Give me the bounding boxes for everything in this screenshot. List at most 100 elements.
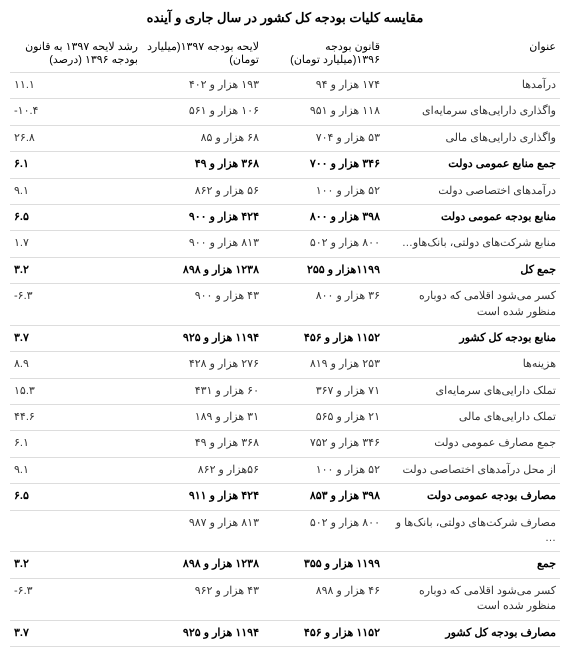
cell-law1396: ۳۹۸ هزار و ۸۵۳ bbox=[263, 484, 384, 510]
cell-law1396: ۷۱ هزار و ۳۶۷ bbox=[263, 378, 384, 404]
cell-growth: -۶.۳ bbox=[10, 578, 142, 620]
table-row: درآمدها۱۷۴ هزار و ۹۴۱۹۳ هزار و ۴۰۲۱۱.۱ bbox=[10, 73, 560, 99]
cell-bill1397: ۱۲۳۸ هزار و ۸۹۸ bbox=[142, 552, 263, 578]
cell-bill1397: ۶۰ هزار و ۴۳۱ bbox=[142, 378, 263, 404]
cell-growth bbox=[10, 510, 142, 552]
cell-law1396: ۳۴۶ هزار و ۷۵۲ bbox=[263, 431, 384, 457]
cell-growth: -۶.۳ bbox=[10, 284, 142, 326]
cell-title: جمع منابع عمومی دولت bbox=[384, 152, 560, 178]
cell-title: جمع مصارف عمومی دولت bbox=[384, 431, 560, 457]
table-row: از محل درآمدهای اختصاصی دولت۵۲ هزار و ۱۰… bbox=[10, 457, 560, 483]
cell-bill1397: ۱۰۶ هزار و ۵۶۱ bbox=[142, 99, 263, 125]
cell-growth: ۱۱.۱ bbox=[10, 73, 142, 99]
cell-growth: ۶.۵ bbox=[10, 204, 142, 230]
cell-bill1397: ۱۲۳۸ هزار و ۸۹۸ bbox=[142, 257, 263, 283]
cell-title: کسر می‌شود اقلامی که دوباره منظور شده اس… bbox=[384, 284, 560, 326]
cell-growth: ۹.۱ bbox=[10, 457, 142, 483]
col-header-law1396: قانون بودجه ۱۳۹۶(میلیارد تومان) bbox=[263, 34, 384, 73]
cell-title: منابع بودجه عمومی دولت bbox=[384, 204, 560, 230]
table-row: منابع بودجه کل کشور۱۱۵۲ هزار و ۴۵۶۱۱۹۴ ه… bbox=[10, 325, 560, 351]
table-row: جمع کل۱۱۹۹هزار و ۲۵۵۱۲۳۸ هزار و ۸۹۸۳.۲ bbox=[10, 257, 560, 283]
cell-bill1397: ۱۹۳ هزار و ۴۰۲ bbox=[142, 73, 263, 99]
cell-title: کسر می‌شود اقلامی که دوباره منظور شده اس… bbox=[384, 578, 560, 620]
table-row: کسر می‌شود اقلامی که دوباره منظور شده اس… bbox=[10, 578, 560, 620]
cell-law1396: ۱۱۹۹هزار و ۲۵۵ bbox=[263, 257, 384, 283]
cell-title: درآمدهای اختصاصی دولت bbox=[384, 178, 560, 204]
cell-title: هزینه‌ها bbox=[384, 352, 560, 378]
table-row: هزینه‌ها۲۵۳ هزار و ۸۱۹۲۷۶ هزار و ۴۲۸۸.۹ bbox=[10, 352, 560, 378]
cell-growth: -۱۰.۴ bbox=[10, 99, 142, 125]
cell-growth: ۳.۲ bbox=[10, 552, 142, 578]
cell-title: مصارف بودجه عمومی دولت bbox=[384, 484, 560, 510]
cell-bill1397: ۳۱ هزار و ۱۸۹ bbox=[142, 405, 263, 431]
table-row: تملک دارایی‌های مالی۲۱ هزار و ۵۶۵۳۱ هزار… bbox=[10, 405, 560, 431]
cell-growth: ۶.۱ bbox=[10, 152, 142, 178]
cell-law1396: ۲۱ هزار و ۵۶۵ bbox=[263, 405, 384, 431]
cell-growth: ۶.۵ bbox=[10, 484, 142, 510]
cell-bill1397: ۴۲۴ هزار و ۹۱۱ bbox=[142, 484, 263, 510]
col-header-bill1397: لایحه بودجه ۱۳۹۷(میلیارد تومان) bbox=[142, 34, 263, 73]
col-header-growth: رشد لایحه ۱۳۹۷ به قانون بودجه ۱۳۹۶ (درصد… bbox=[10, 34, 142, 73]
cell-law1396: ۱۱۹۹ هزار و ۳۵۵ bbox=[263, 552, 384, 578]
cell-growth: ۶.۱ bbox=[10, 431, 142, 457]
table-header-row: عنوان قانون بودجه ۱۳۹۶(میلیارد تومان) لا… bbox=[10, 34, 560, 73]
cell-law1396: ۱۱۸ هزار و ۹۵۱ bbox=[263, 99, 384, 125]
cell-title: تملک دارایی‌های مالی bbox=[384, 405, 560, 431]
cell-title: از محل درآمدهای اختصاصی دولت bbox=[384, 457, 560, 483]
cell-law1396: ۳۴۶ هزار و ۷۰۰ bbox=[263, 152, 384, 178]
table-row: مصارف بودجه کل کشور۱۱۵۲ هزار و ۴۵۶۱۱۹۴ ه… bbox=[10, 620, 560, 646]
cell-bill1397: ۸۱۳ هزار و ۹۸۷ bbox=[142, 510, 263, 552]
cell-law1396: ۴۶ هزار و ۸۹۸ bbox=[263, 578, 384, 620]
cell-title: تملک دارایی‌های سرمایه‌ای bbox=[384, 378, 560, 404]
cell-law1396: ۵۳ هزار و ۷۰۴ bbox=[263, 125, 384, 151]
cell-bill1397: ۳۶۸ هزار و ۴۹ bbox=[142, 431, 263, 457]
cell-growth: ۳.۷ bbox=[10, 325, 142, 351]
cell-bill1397: ۴۲۴ هزار و ۹۰۰ bbox=[142, 204, 263, 230]
table-row: جمع مصارف عمومی دولت۳۴۶ هزار و ۷۵۲۳۶۸ هز… bbox=[10, 431, 560, 457]
cell-bill1397: ۳۶۸ هزار و ۴۹ bbox=[142, 152, 263, 178]
cell-bill1397: ۸۱۳ هزار و ۹۰۰ bbox=[142, 231, 263, 257]
cell-law1396: ۱۱۵۲ هزار و ۴۵۶ bbox=[263, 325, 384, 351]
cell-bill1397: ۵۶ هزار و ۸۶۲ bbox=[142, 178, 263, 204]
cell-bill1397: ۴۳ هزار و ۹۶۲ bbox=[142, 578, 263, 620]
cell-growth: ۱.۷ bbox=[10, 231, 142, 257]
table-row: درآمدهای اختصاصی دولت۵۲ هزار و ۱۰۰۵۶ هزا… bbox=[10, 178, 560, 204]
table-row: مصارف بودجه عمومی دولت۳۹۸ هزار و ۸۵۳۴۲۴ … bbox=[10, 484, 560, 510]
cell-growth: ۴۴.۶ bbox=[10, 405, 142, 431]
cell-law1396: ۸۰۰ هزار و ۵۰۲ bbox=[263, 510, 384, 552]
cell-title: درآمدها bbox=[384, 73, 560, 99]
cell-law1396: ۲۵۳ هزار و ۸۱۹ bbox=[263, 352, 384, 378]
cell-growth: ۳.۷ bbox=[10, 620, 142, 646]
cell-law1396: ۱۱۵۲ هزار و ۴۵۶ bbox=[263, 620, 384, 646]
cell-title: منابع بودجه کل کشور bbox=[384, 325, 560, 351]
cell-bill1397: ۵۶هزار و ۸۶۲ bbox=[142, 457, 263, 483]
table-row: واگذاری دارایی‌های سرمایه‌ای۱۱۸ هزار و ۹… bbox=[10, 99, 560, 125]
cell-growth: ۲۶.۸ bbox=[10, 125, 142, 151]
page-title: مقایسه کلیات بودجه کل کشور در سال جاری و… bbox=[10, 10, 560, 26]
cell-law1396: ۱۷۴ هزار و ۹۴ bbox=[263, 73, 384, 99]
cell-title: مصارف شرکت‌های دولتی، بانک‌ها و … bbox=[384, 510, 560, 552]
table-row: منابع شرکت‌های دولتی، بانک‌هاو…۸۰۰ هزار … bbox=[10, 231, 560, 257]
cell-bill1397: ۶۸ هزار و ۸۵ bbox=[142, 125, 263, 151]
table-row: جمع منابع عمومی دولت۳۴۶ هزار و ۷۰۰۳۶۸ هز… bbox=[10, 152, 560, 178]
cell-growth: ۹.۱ bbox=[10, 178, 142, 204]
cell-title: جمع bbox=[384, 552, 560, 578]
col-header-title: عنوان bbox=[384, 34, 560, 73]
cell-law1396: ۳۶ هزار و ۸۰۰ bbox=[263, 284, 384, 326]
table-row: مصارف شرکت‌های دولتی، بانک‌ها و …۸۰۰ هزا… bbox=[10, 510, 560, 552]
cell-bill1397: ۲۷۶ هزار و ۴۲۸ bbox=[142, 352, 263, 378]
cell-bill1397: ۱۱۹۴ هزار و ۹۲۵ bbox=[142, 325, 263, 351]
cell-title: واگذاری دارایی‌های سرمایه‌ای bbox=[384, 99, 560, 125]
table-row: واگذاری دارایی‌های مالی۵۳ هزار و ۷۰۴۶۸ ه… bbox=[10, 125, 560, 151]
cell-growth: ۸.۹ bbox=[10, 352, 142, 378]
cell-law1396: ۳۹۸ هزار و ۸۰۰ bbox=[263, 204, 384, 230]
cell-bill1397: ۱۱۹۴ هزار و ۹۲۵ bbox=[142, 620, 263, 646]
cell-title: واگذاری دارایی‌های مالی bbox=[384, 125, 560, 151]
cell-bill1397: ۴۳ هزار و ۹۰۰ bbox=[142, 284, 263, 326]
table-row: جمع۱۱۹۹ هزار و ۳۵۵۱۲۳۸ هزار و ۸۹۸۳.۲ bbox=[10, 552, 560, 578]
cell-growth: ۱۵.۳ bbox=[10, 378, 142, 404]
cell-law1396: ۵۲ هزار و ۱۰۰ bbox=[263, 178, 384, 204]
cell-law1396: ۵۲ هزار و ۱۰۰ bbox=[263, 457, 384, 483]
budget-comparison-table: عنوان قانون بودجه ۱۳۹۶(میلیارد تومان) لا… bbox=[10, 34, 560, 647]
cell-title: جمع کل bbox=[384, 257, 560, 283]
